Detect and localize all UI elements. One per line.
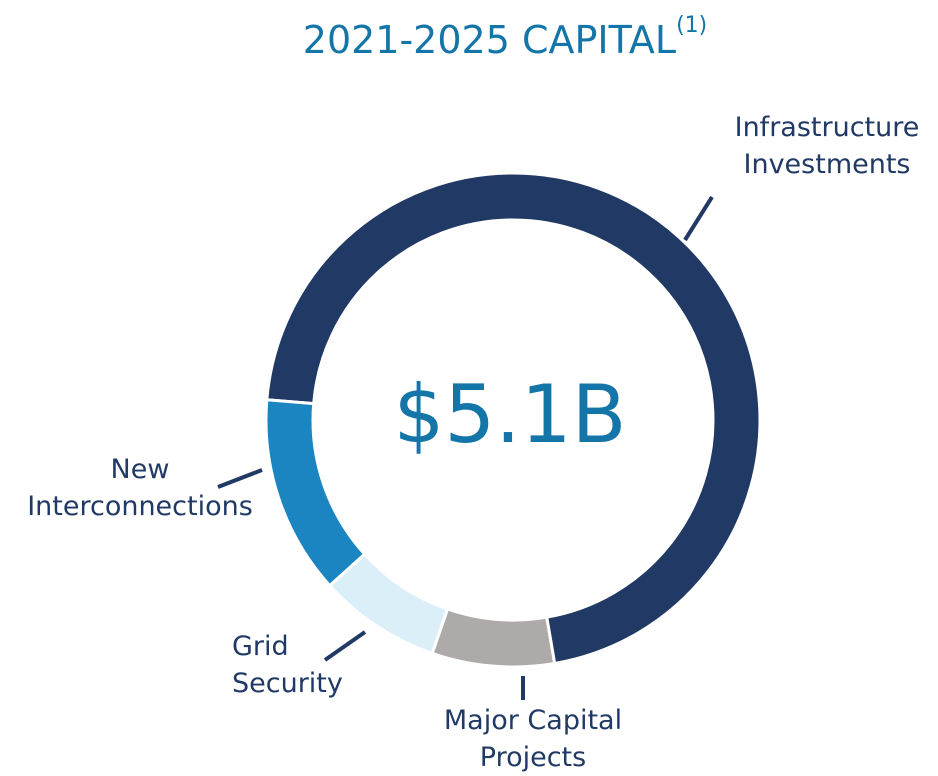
- leader-lines: [217, 195, 714, 700]
- center-label: $5.1B: [393, 368, 626, 461]
- leader-line: [217, 468, 263, 489]
- title-note: (1): [676, 13, 707, 38]
- title-text: 2021-2025 CAPITAL: [303, 18, 676, 62]
- slice-label: Major Capital Projects: [443, 705, 623, 773]
- leader-line: [683, 195, 714, 242]
- chart-title: 2021-2025 CAPITAL(1): [303, 13, 707, 62]
- donut-slice: [430, 607, 557, 669]
- slice-label: New Interconnections: [27, 454, 253, 522]
- slice-label: Grid Security: [232, 631, 343, 699]
- donut-slice: [265, 171, 762, 666]
- leader-line: [323, 630, 367, 662]
- donut-slice: [264, 398, 367, 588]
- donut: [264, 171, 762, 669]
- slice-label: Infrastructure Investments: [734, 112, 920, 180]
